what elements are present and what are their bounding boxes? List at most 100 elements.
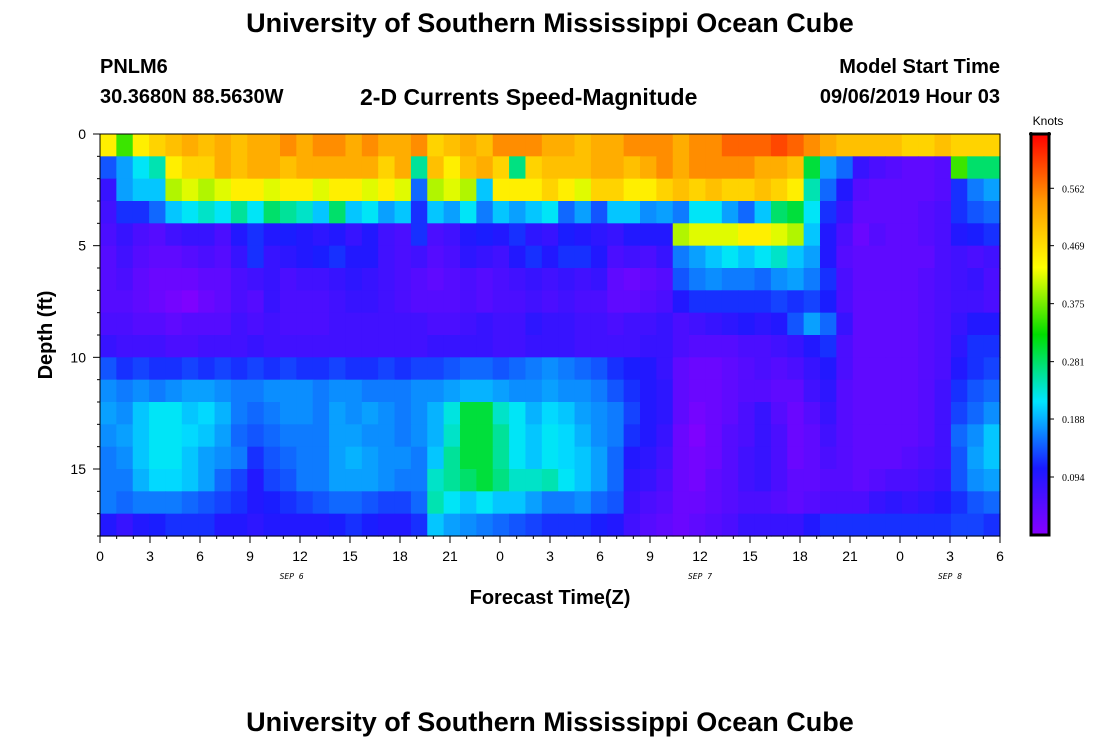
heatmap-cell	[754, 245, 772, 269]
heatmap-cell	[558, 156, 576, 180]
heatmap-cell	[623, 178, 641, 202]
heatmap-cell	[852, 245, 870, 269]
heatmap-cell	[705, 335, 723, 358]
page-title: University of Southern Mississippi Ocean…	[246, 8, 854, 38]
heatmap-cell	[247, 424, 265, 448]
heatmap-cell	[983, 268, 1001, 291]
heatmap-cell	[525, 446, 543, 470]
heatmap-cell	[100, 379, 117, 403]
heatmap-cell	[280, 245, 297, 269]
heatmap-cell	[149, 178, 167, 202]
heatmap-cell	[787, 469, 805, 492]
heatmap-cell	[263, 379, 281, 403]
heatmap-cell	[263, 268, 281, 291]
heatmap-cell	[934, 357, 952, 381]
heatmap-cell	[885, 469, 903, 492]
date-label: SEP 6	[280, 572, 304, 581]
heatmap-cell	[689, 402, 707, 425]
heatmap-cell	[820, 312, 837, 336]
heatmap-cell	[623, 402, 641, 425]
heatmap-cell	[149, 312, 167, 336]
heatmap-cell	[198, 402, 216, 425]
heatmap-cell	[181, 357, 199, 381]
heatmap-cell	[230, 357, 248, 381]
heatmap-cell	[345, 312, 363, 336]
heatmap-cell	[558, 201, 576, 224]
x-tick-label: 12	[292, 548, 308, 564]
heatmap-cell	[885, 156, 903, 180]
heatmap-cell	[329, 424, 347, 448]
heatmap-cell	[770, 469, 788, 492]
heatmap-cell	[378, 424, 396, 448]
colorbar-scale	[1029, 132, 1051, 537]
heatmap-cell	[247, 312, 265, 336]
heatmap-cell	[378, 491, 396, 515]
heatmap-cell	[149, 268, 167, 291]
heatmap-cell	[607, 201, 625, 224]
heatmap-cell	[721, 357, 739, 381]
heatmap-cell	[640, 268, 657, 291]
heatmap-cell	[509, 491, 527, 515]
heatmap-cell	[770, 223, 788, 247]
heatmap-cell	[263, 446, 281, 470]
heatmap-cell	[541, 134, 559, 157]
heatmap-cell	[361, 335, 379, 358]
heatmap-cell	[509, 513, 527, 537]
heatmap-cell	[623, 223, 641, 247]
colorbar-marker	[1047, 132, 1051, 136]
heatmap-cell	[263, 312, 281, 336]
heatmap-cell	[460, 513, 477, 537]
heatmap-cell	[689, 201, 707, 224]
heatmap-cell	[721, 335, 739, 358]
heatmap-cell	[361, 357, 379, 381]
heatmap-cell	[738, 178, 756, 202]
heatmap-cell	[607, 223, 625, 247]
heatmap-cell	[280, 357, 297, 381]
x-tick-label: 0	[96, 548, 104, 564]
heatmap-cell	[558, 402, 576, 425]
heatmap-cell	[574, 268, 592, 291]
heatmap-cell	[738, 402, 756, 425]
heatmap-cell	[214, 290, 232, 314]
heatmap-cell	[149, 446, 167, 470]
heatmap-cell	[100, 513, 117, 537]
heatmap-cell	[214, 245, 232, 269]
heatmap-cell	[345, 223, 363, 247]
heatmap-cell	[280, 268, 297, 291]
heatmap-cell	[656, 469, 674, 492]
heatmap-cell	[885, 245, 903, 269]
heatmap-cell	[280, 134, 297, 157]
heatmap-cell	[869, 156, 887, 180]
heatmap-cell	[590, 178, 608, 202]
heatmap-cell	[492, 312, 510, 336]
heatmap-cell	[410, 223, 428, 247]
heatmap-cell	[869, 178, 887, 202]
heatmap-cell	[394, 446, 412, 470]
heatmap-cell	[296, 446, 314, 470]
heatmap-cell	[558, 424, 576, 448]
heatmap-cell	[460, 223, 477, 247]
heatmap-cell	[100, 245, 117, 269]
heatmap-cell	[820, 491, 837, 515]
heatmap-cell	[967, 335, 985, 358]
heatmap-cell	[100, 134, 117, 157]
heatmap-cell	[296, 134, 314, 157]
heatmap-cell	[214, 312, 232, 336]
heatmap-cell	[607, 312, 625, 336]
heatmap-cell	[263, 402, 281, 425]
heatmap-cell	[394, 290, 412, 314]
heatmap-cell	[296, 245, 314, 269]
heatmap-cell	[770, 491, 788, 515]
heatmap-cell	[132, 335, 150, 358]
heatmap-cell	[443, 491, 461, 515]
heatmap-cell	[525, 357, 543, 381]
heatmap-cell	[165, 178, 183, 202]
heatmap-cell	[378, 446, 396, 470]
heatmap-cell	[852, 513, 870, 537]
heatmap-cell	[443, 379, 461, 403]
heatmap-cell	[394, 178, 412, 202]
heatmap-cell	[214, 446, 232, 470]
colorbar-tick-label: 0.375	[1062, 300, 1085, 311]
heatmap-cell	[361, 312, 379, 336]
heatmap-cell	[983, 379, 1001, 403]
